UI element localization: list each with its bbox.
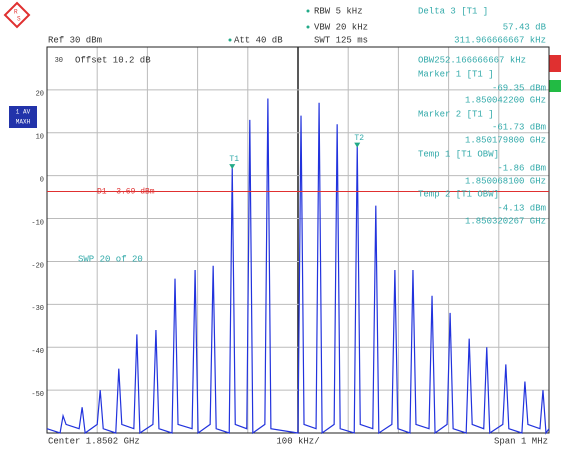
marker xyxy=(354,142,361,148)
y-tick-label: -40 xyxy=(31,348,44,356)
vbw: VBW 20 kHz xyxy=(314,22,368,32)
span: Span 1 MHz xyxy=(494,436,548,446)
marker-label: T2 xyxy=(354,134,364,143)
plot: 30 20 10 0 -10 -20 -30 -40 -50 D1 -3.69 dBm T1 T2 xyxy=(31,46,550,435)
delta-freq: 311.966666667 kHz xyxy=(454,35,546,45)
temp1-level: -1.86 dBm xyxy=(497,163,546,173)
temp2-freq: 1.850320267 GHz xyxy=(465,216,546,226)
sweep: SWP 20 of 20 xyxy=(78,254,143,264)
trace xyxy=(46,98,550,435)
marker2-freq: 1.850179800 GHz xyxy=(465,135,546,145)
temp2-title: Temp 2 [T1 OBW] xyxy=(418,189,499,199)
y-tick-label: 10 xyxy=(36,134,44,142)
attenuation: Att 40 dB xyxy=(234,35,283,45)
temp1-freq: 1.850068100 GHz xyxy=(465,176,546,186)
marker xyxy=(229,164,236,170)
indicator xyxy=(306,9,310,13)
marker1-title: Marker 1 [T1 ] xyxy=(418,69,494,79)
y-tick-label: 20 xyxy=(36,91,44,99)
marker2-title: Marker 2 [T1 ] xyxy=(418,109,494,119)
offset: Offset 10.2 dB xyxy=(75,55,151,65)
rbw: RBW 5 kHz xyxy=(314,6,363,16)
status-box xyxy=(549,80,561,92)
marker1-freq: 1.850042200 GHz xyxy=(465,95,546,105)
marker-label: T1 xyxy=(229,155,239,164)
display-line-label: D1 -3.69 dBm xyxy=(97,188,155,197)
logo-mark: S xyxy=(17,16,21,23)
temp2-level: -4.13 dBm xyxy=(497,203,546,213)
marker1-level: -69.35 dBm xyxy=(492,83,546,93)
ref-level: Ref 30 dBm xyxy=(48,35,102,45)
delta-title: Delta 3 [T1 ] xyxy=(418,6,488,16)
indicator xyxy=(228,38,232,42)
logo-mark: R xyxy=(14,9,18,16)
div-freq: 100 kHz/ xyxy=(276,436,319,446)
temp1-title: Temp 1 [T1 OBW] xyxy=(418,149,499,159)
trace-mode: MAXH xyxy=(16,119,31,126)
y-tick-label: -50 xyxy=(31,391,44,399)
center-freq: Center 1.8502 GHz xyxy=(48,436,140,446)
logo: R S xyxy=(3,1,31,29)
y-tick-label: -30 xyxy=(31,305,44,313)
trace-label: 1 AV xyxy=(16,109,31,116)
delta-level: 57.43 dB xyxy=(503,22,547,32)
obw: OBW252.166666667 kHz xyxy=(418,55,526,65)
y-tick-label: -20 xyxy=(31,262,44,270)
marker2-level: -61.73 dBm xyxy=(492,122,546,132)
trace-box xyxy=(9,106,37,128)
y-tick-label: 0 xyxy=(40,177,44,185)
swt: SWT 125 ms xyxy=(314,35,368,45)
y-tick-label: 30 xyxy=(55,57,63,65)
y-tick-label: -10 xyxy=(31,219,44,227)
indicator xyxy=(306,25,310,29)
status-box xyxy=(549,55,561,72)
